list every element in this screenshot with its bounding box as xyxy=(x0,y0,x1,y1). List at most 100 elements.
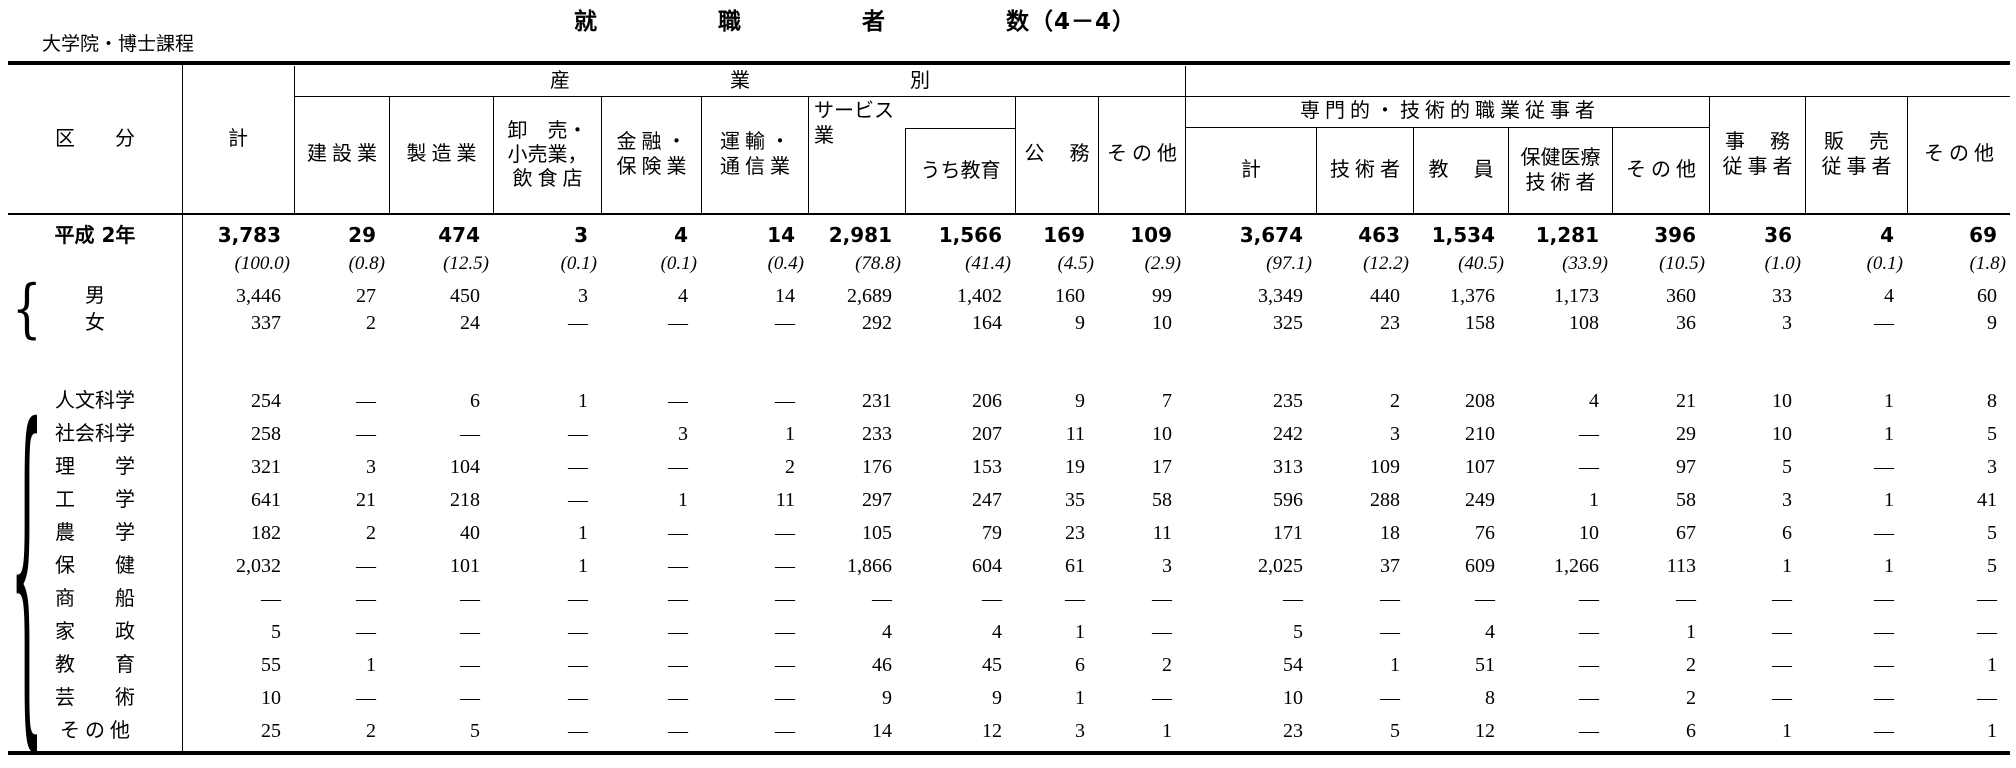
data-cell: 36 xyxy=(1676,312,1696,334)
data-cell: — xyxy=(1772,654,1792,676)
data-cell: 3,446 xyxy=(236,285,281,307)
data-cell: — xyxy=(1874,312,1894,334)
data-cell: 1 xyxy=(1162,720,1172,742)
data-cell: 41 xyxy=(1977,489,1997,511)
data-cell: 325 xyxy=(1273,312,1303,334)
data-cell: — xyxy=(1579,654,1599,676)
data-cell: 3 xyxy=(574,223,588,247)
data-cell: — xyxy=(1874,621,1894,643)
data-cell: 46 xyxy=(872,654,892,676)
data-cell: 1 xyxy=(1987,654,1997,676)
data-cell: (10.5) xyxy=(1659,253,1705,274)
data-cell: 4 xyxy=(882,621,892,643)
data-cell: 171 xyxy=(1273,522,1303,544)
data-cell: 3 xyxy=(1075,720,1085,742)
data-cell: — xyxy=(775,621,795,643)
header-total: 計 xyxy=(228,128,248,150)
data-cell: — xyxy=(568,489,588,511)
data-cell: 12 xyxy=(982,720,1002,742)
data-cell: 1 xyxy=(1075,621,1085,643)
data-cell: 1,266 xyxy=(1554,555,1599,577)
data-cell: (40.5) xyxy=(1458,253,1504,274)
data-cell: — xyxy=(1874,654,1894,676)
data-cell: — xyxy=(982,588,1002,610)
data-cell: 3 xyxy=(1987,456,1997,478)
row-label: 芸 術 xyxy=(55,687,135,709)
data-cell: 3 xyxy=(366,456,376,478)
data-cell: 258 xyxy=(251,423,281,445)
data-cell: 440 xyxy=(1370,285,1400,307)
data-cell: 14 xyxy=(767,223,795,247)
data-cell: — xyxy=(1579,588,1599,610)
data-cell: 5 xyxy=(1987,522,1997,544)
data-cell: 3 xyxy=(1782,489,1792,511)
top-rule xyxy=(8,61,2010,65)
data-cell: 2,025 xyxy=(1258,555,1303,577)
data-cell: 21 xyxy=(356,489,376,511)
data-cell: (41.4) xyxy=(965,253,1011,274)
data-cell: 11 xyxy=(1065,423,1085,445)
page-title: 就 職 者 数（4－4） xyxy=(573,9,1137,35)
data-cell: 10 xyxy=(1283,687,1303,709)
data-cell: — xyxy=(775,555,795,577)
sex-group-brace: { xyxy=(12,270,42,346)
data-cell: 7 xyxy=(1162,390,1172,412)
data-cell: 297 xyxy=(862,489,892,511)
header-services: サービス 業 xyxy=(808,96,1015,213)
data-cell: — xyxy=(1676,588,1696,610)
data-cell: 69 xyxy=(1969,223,1997,247)
data-cell: — xyxy=(356,555,376,577)
data-cell: 3 xyxy=(578,285,588,307)
data-cell: — xyxy=(356,687,376,709)
data-cell: 6 xyxy=(1075,654,1085,676)
data-cell: 113 xyxy=(1666,555,1696,577)
header-public-service: 公 務 xyxy=(1015,96,1098,213)
data-cell: — xyxy=(1380,588,1400,610)
data-cell: 1 xyxy=(1075,687,1085,709)
data-cell: — xyxy=(1579,423,1599,445)
data-cell: — xyxy=(775,654,795,676)
data-cell: (0.1) xyxy=(1866,253,1903,274)
data-cell: 231 xyxy=(862,390,892,412)
data-cell: 9 xyxy=(882,687,892,709)
data-cell: — xyxy=(668,312,688,334)
data-cell: 4 xyxy=(678,285,688,307)
table-row: 人文科学 254 — 6 1 — — 231 206 9 7 235 2 208 4 21 10 1 8 xyxy=(8,388,2010,415)
data-cell: 99 xyxy=(1152,285,1172,307)
data-cell: — xyxy=(1065,588,1085,610)
data-cell: — xyxy=(460,423,480,445)
data-cell: 1 xyxy=(1884,423,1894,445)
header-construction: 建 設 業 xyxy=(294,96,389,213)
data-cell: 463 xyxy=(1358,223,1400,247)
page-subtitle: 大学院・博士課程 xyxy=(42,33,195,55)
data-cell: 254 xyxy=(251,390,281,412)
data-cell: 1 xyxy=(1589,489,1599,511)
data-cell: 4 xyxy=(1880,223,1894,247)
data-cell: 207 xyxy=(972,423,1002,445)
data-cell: 2 xyxy=(1686,687,1696,709)
data-cell: 1 xyxy=(1884,555,1894,577)
data-cell: 10 xyxy=(261,687,281,709)
row-label: 商 船 xyxy=(55,588,135,610)
data-cell: (100.0) xyxy=(234,253,290,274)
data-cell: — xyxy=(356,588,376,610)
table-row: 家 政 5 — — — — — 4 4 1 — 5 — 4 — 1 — — — xyxy=(8,619,2010,646)
data-cell: 4 xyxy=(1884,285,1894,307)
data-cell: — xyxy=(1874,720,1894,742)
data-cell: — xyxy=(460,687,480,709)
data-cell: 97 xyxy=(1676,456,1696,478)
data-cell: — xyxy=(668,555,688,577)
data-cell: 153 xyxy=(972,456,1002,478)
header-engineers: 技 術 者 xyxy=(1316,128,1413,213)
data-cell: — xyxy=(1874,522,1894,544)
data-cell: 67 xyxy=(1676,522,1696,544)
data-cell: — xyxy=(1380,621,1400,643)
data-cell: 1 xyxy=(578,555,588,577)
header-sales: 販 売 従 事 者 xyxy=(1805,96,1907,213)
data-cell: 313 xyxy=(1273,456,1303,478)
data-cell: 3 xyxy=(1162,555,1172,577)
data-cell: 158 xyxy=(1465,312,1495,334)
data-cell: 1 xyxy=(678,489,688,511)
row-label: そ の 他 xyxy=(60,720,130,742)
